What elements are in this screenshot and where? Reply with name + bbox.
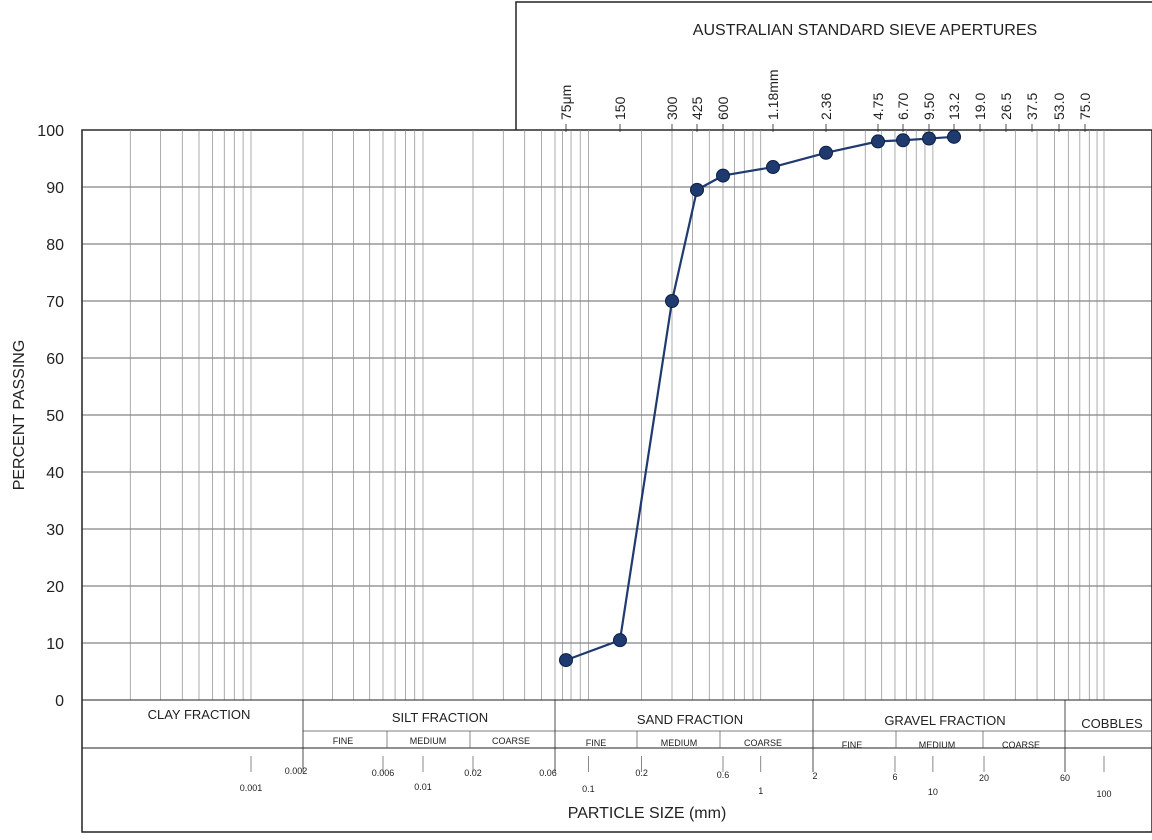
series-line (565, 135, 955, 662)
gravel-fraction-label: GRAVEL FRACTION (884, 713, 1005, 728)
sieve-label: 1.18mm (765, 69, 781, 120)
silt-coarse-label: COARSE (492, 736, 530, 746)
data-point (922, 131, 936, 146)
chart-title: AUSTRALIAN STANDARD SIEVE APERTURES (693, 22, 1037, 39)
sieve-label: 75.0 (1077, 93, 1093, 120)
sand-coarse-label: COARSE (744, 738, 782, 748)
y-axis-ticks: 0 10 20 30 40 50 60 70 80 90 100 (37, 123, 64, 710)
gravel-fine-label: FINE (842, 740, 863, 750)
size-tick-label-0.02: 0.02 (464, 768, 482, 778)
sand-fine-label: FINE (586, 738, 607, 748)
size-tick-label-0.6: 0.6 (717, 770, 730, 780)
size-tick-label-20: 20 (979, 773, 989, 783)
y-tick-label-70: 70 (46, 294, 64, 311)
y-tick-label-80: 80 (46, 237, 64, 254)
y-tick-label-100: 100 (37, 123, 64, 140)
data-point (871, 134, 885, 149)
sieve-labels: 75μm 150 300 425 600 1.18mm 2.36 4.75 6.70 9.50 13… (558, 69, 1093, 132)
clay-fraction-label: CLAY FRACTION (148, 707, 251, 722)
size-tick-label-0.006: 0.006 (372, 768, 395, 778)
sieve-label: 19.0 (972, 93, 988, 120)
y-tick-label-50: 50 (46, 408, 64, 425)
y-tick-label-40: 40 (46, 465, 64, 482)
silt-medium-label: MEDIUM (410, 736, 447, 746)
size-tick-label-10: 10 (928, 787, 938, 797)
y-tick-label-0: 0 (55, 693, 64, 710)
sieve-label: 425 (689, 96, 705, 120)
y-tick-label-20: 20 (46, 579, 64, 596)
size-tick-label-0.2: 0.2 (635, 768, 648, 778)
sieve-label: 9.50 (921, 93, 937, 120)
size-ticks: 0.001 0.006 0.01 0.02 0.1 0.2 0.6 1 6 10 20 100 (240, 756, 1112, 799)
data-point (896, 133, 910, 148)
cobbles-label: COBBLES (1081, 716, 1143, 731)
sieve-label: 13.2 (946, 93, 962, 120)
size-tick-label-0.01: 0.01 (414, 782, 432, 792)
size-tick-label-100: 100 (1096, 789, 1111, 799)
gravel-coarse-label: COARSE (1002, 740, 1040, 750)
data-point (819, 145, 833, 160)
boundary-tick-0.06: 0.06 (539, 768, 557, 778)
y-tick-label-30: 30 (46, 522, 64, 539)
sieve-label: 4.75 (870, 93, 886, 120)
plot-grid (82, 129, 1152, 700)
size-tick-label-1: 1 (758, 786, 763, 796)
y-tick-label-10: 10 (46, 636, 64, 653)
silt-fine-label: FINE (333, 736, 354, 746)
sieve-label: 600 (715, 96, 731, 120)
fraction-table: CLAY FRACTION SILT FRACTION SAND FRACTIO… (82, 699, 1152, 822)
y-tick-label-90: 90 (46, 180, 64, 197)
boundary-tick-60: 60 (1060, 773, 1070, 783)
sieve-label: 37.5 (1024, 93, 1040, 120)
size-tick-label-0.001: 0.001 (240, 783, 263, 793)
data-point (613, 633, 627, 648)
sieve-header-frame (515, 1, 1152, 130)
sieve-label: 2.36 (818, 93, 834, 120)
sand-medium-label: MEDIUM (661, 738, 698, 748)
y-axis-label: PERCENT PASSING (11, 340, 28, 491)
silt-fraction-label: SILT FRACTION (392, 710, 488, 725)
boundary-tick-2: 2 (812, 771, 817, 781)
size-tick-label-6: 6 (892, 772, 897, 782)
sieve-label: 150 (612, 96, 628, 120)
sieve-label: 53.0 (1051, 93, 1067, 120)
sieve-label: 6.70 (895, 93, 911, 120)
sieve-label: 75μm (558, 85, 574, 120)
x-axis-label: PARTICLE SIZE (mm) (568, 805, 727, 822)
gravel-medium-label: MEDIUM (919, 740, 956, 750)
sand-fraction-label: SAND FRACTION (637, 712, 743, 727)
data-point (716, 168, 730, 183)
data-point (947, 129, 961, 144)
data-point (665, 294, 679, 308)
sieve-label: 26.5 (998, 93, 1014, 120)
data-point (690, 182, 704, 197)
size-tick-label-0.1: 0.1 (582, 784, 595, 794)
data-point (766, 160, 780, 175)
grading-curve (559, 129, 961, 668)
data-point (559, 653, 573, 668)
boundary-tick-0.002: 0.002 (285, 766, 308, 776)
sieve-label: 300 (664, 96, 680, 120)
y-tick-label-60: 60 (46, 351, 64, 368)
